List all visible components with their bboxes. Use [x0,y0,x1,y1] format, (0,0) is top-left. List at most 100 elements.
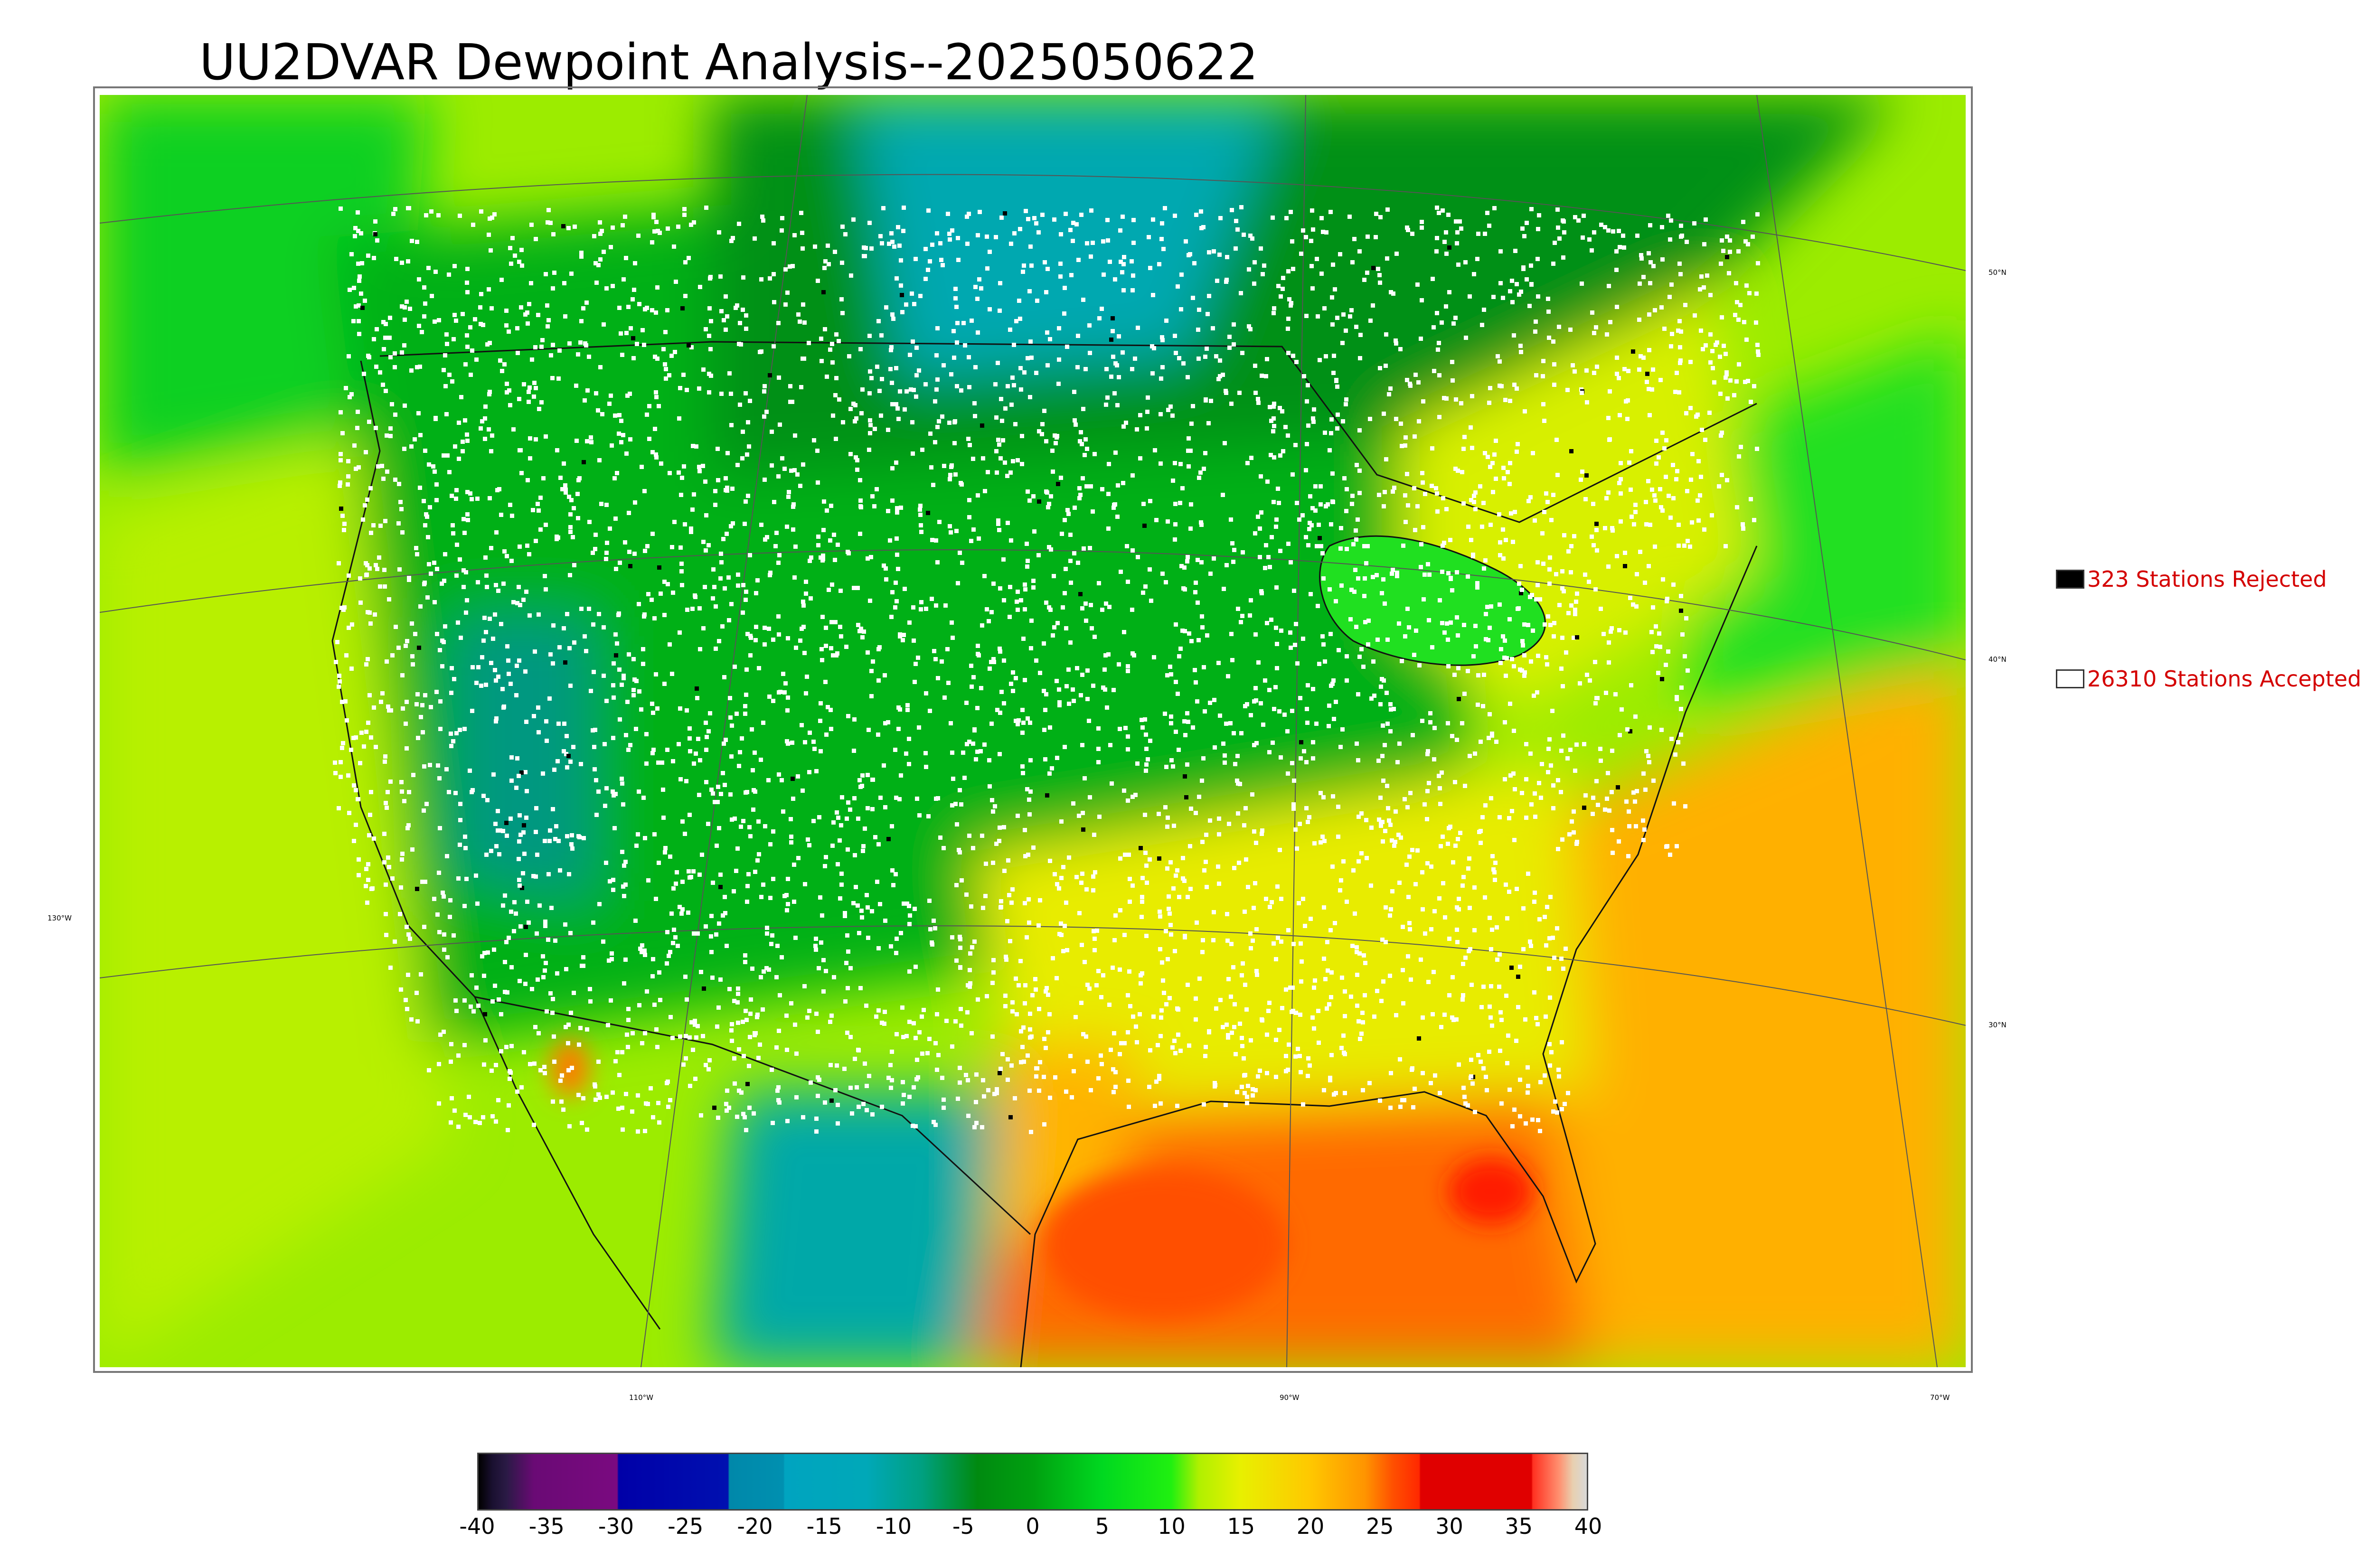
station-marker [1380,938,1385,942]
station-marker [1725,478,1729,482]
station-marker [1594,325,1598,329]
station-marker [1283,425,1288,429]
station-marker [457,457,461,461]
station-marker [1582,214,1586,218]
station-marker [744,693,748,697]
station-marker [1479,841,1483,845]
station-marker [1030,993,1035,997]
station-marker [1437,415,1441,419]
station-marker [997,528,1001,532]
station-marker [519,305,523,310]
station-marker [1181,856,1185,860]
station-marker [1159,1015,1163,1020]
station-marker [693,1077,697,1081]
station-marker [1335,426,1339,431]
station-marker [1150,371,1155,376]
station-marker [1455,738,1459,742]
station-marker [1491,490,1495,494]
station-marker [772,300,776,304]
station-marker [1082,546,1086,551]
station-marker [899,931,903,935]
station-marker [727,987,732,991]
station-marker [1208,818,1212,823]
station-marker [1421,907,1425,911]
station-marker [825,508,829,513]
station-marker [437,871,441,875]
station-marker [438,1033,443,1037]
station-marker [897,244,902,248]
station-marker [594,391,598,395]
station-marker [942,1098,946,1102]
station-marker [838,838,842,843]
station-marker [1100,608,1104,612]
station-marker [1547,737,1552,742]
station-marker [1205,885,1209,889]
station-marker [1447,937,1451,941]
station-marker [712,585,716,589]
lat-label-30: 30°N [1988,1021,2007,1029]
station-marker [1453,844,1458,848]
station-marker [494,530,499,535]
station-marker [1710,349,1715,353]
station-marker [1089,254,1093,259]
station-marker [406,932,411,937]
station-marker [643,1031,647,1035]
station-marker [1746,379,1750,383]
station-marker [1659,505,1663,509]
station-marker [668,950,672,954]
station-marker [723,911,727,915]
station-marker [816,279,820,283]
station-marker [1499,647,1503,651]
station-marker [866,556,870,561]
station-marker [1490,733,1494,738]
station-marker [1603,526,1607,530]
station-marker [791,502,796,507]
station-marker [1306,820,1310,824]
station-marker [543,920,547,924]
station-marker [1611,851,1615,855]
station-marker [1287,297,1291,301]
station-marker [968,968,972,972]
station-marker [545,739,549,743]
station-marker [1028,339,1033,344]
station-marker [1189,502,1193,507]
station-marker [814,948,818,952]
station-marker [1471,654,1476,658]
station-marker [414,546,418,550]
station-marker [1168,860,1173,864]
station-marker [690,507,695,512]
station-marker [1023,678,1027,682]
station-marker [1366,544,1370,548]
station-marker [724,738,728,742]
station-marker [1126,734,1130,739]
station-marker [400,304,404,309]
station-marker [1559,667,1564,671]
station-marker [1061,865,1065,869]
station-marker [834,376,838,380]
station-marker [1379,685,1383,689]
station-marker [688,749,692,753]
station-marker [1607,284,1611,288]
station-marker [1160,221,1164,225]
station-marker [1196,601,1200,605]
station-marker [1526,1065,1530,1070]
station-marker [1284,1054,1288,1058]
station-marker [1173,949,1177,953]
station-marker [449,1060,453,1064]
station-marker [1559,749,1564,753]
station-marker [1617,229,1621,233]
station-marker [620,353,624,357]
station-marker [1435,509,1440,514]
station-marker [1423,573,1427,577]
station-marker [1186,983,1190,987]
station-marker [838,625,842,629]
station-marker [1488,1005,1492,1009]
station-marker [1406,895,1411,899]
station-marker [1008,585,1012,589]
station-marker [914,373,919,377]
station-marker [775,1089,780,1093]
station-marker [399,987,403,992]
station-marker [579,254,584,259]
station-marker [895,937,899,941]
station-marker [1666,214,1670,218]
